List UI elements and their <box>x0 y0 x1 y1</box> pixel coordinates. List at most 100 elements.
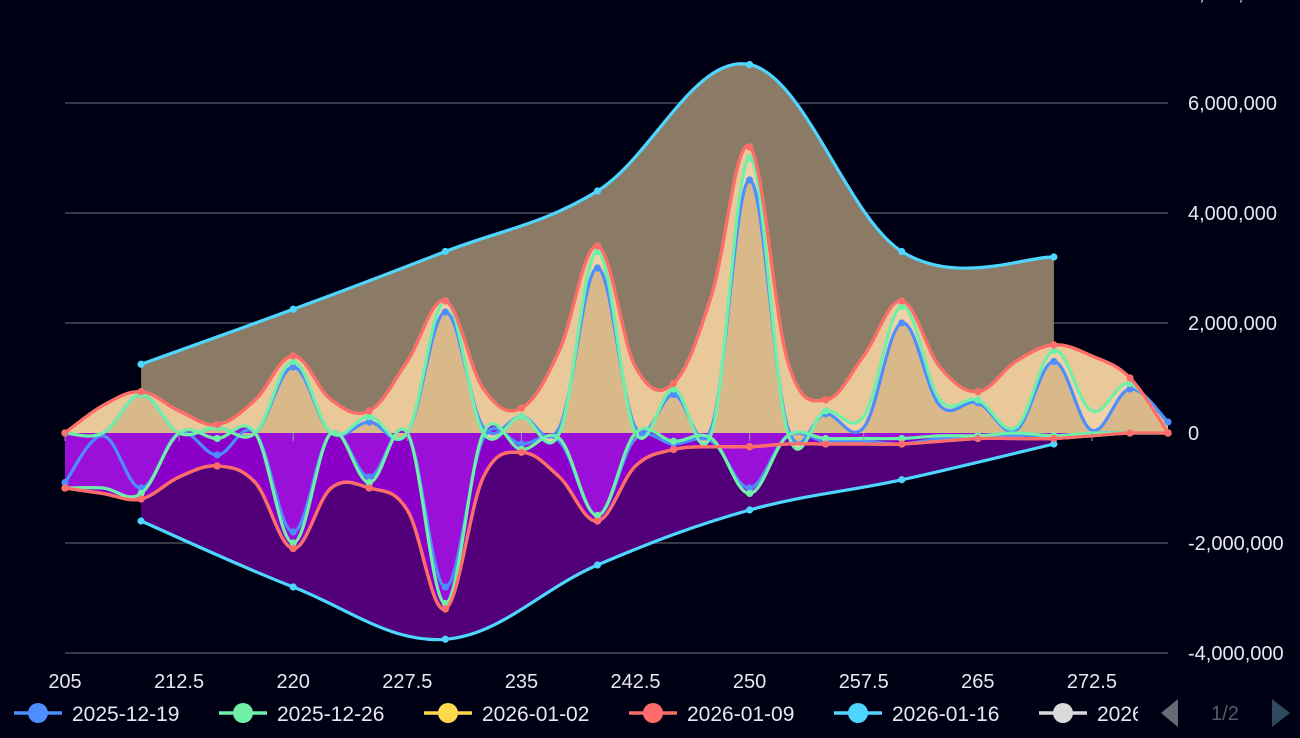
data-point-2026-01-16-positive[interactable] <box>1050 253 1058 261</box>
pager-next-icon[interactable] <box>1272 699 1290 727</box>
data-point-2025-12-26-positive[interactable] <box>1050 346 1058 355</box>
data-point-2026-01-16-positive[interactable] <box>441 247 449 256</box>
data-point-2026-01-16-negative[interactable] <box>441 635 449 643</box>
data-point-2026-01-09-positive[interactable] <box>974 388 982 396</box>
data-point-2026-01-16-negative[interactable] <box>1050 440 1058 448</box>
data-point-2025-12-19-positive[interactable] <box>593 264 602 272</box>
legend-marker-icon <box>848 703 868 723</box>
legend-item-2025-12-19[interactable]: 2025-12-19 <box>14 703 179 726</box>
data-point-2026-01-09-positive[interactable] <box>137 388 145 396</box>
area-2025-12-19-positive <box>65 180 1168 444</box>
data-point-2026-01-09-negative[interactable] <box>441 605 449 613</box>
data-point-2025-12-26-negative[interactable] <box>289 539 297 547</box>
data-point-2025-12-26-positive[interactable] <box>974 396 982 404</box>
data-point-2025-12-19-negative[interactable] <box>746 484 754 492</box>
data-point-2026-01-16-positive[interactable] <box>289 305 297 313</box>
data-point-2026-01-09-negative[interactable] <box>898 440 906 448</box>
data-point-2025-12-19-positive[interactable] <box>1164 418 1172 426</box>
data-point-2026-01-09-positive[interactable] <box>746 143 754 151</box>
data-point-2025-12-26-negative[interactable] <box>898 434 906 443</box>
data-point-2026-01-09-positive[interactable] <box>289 352 297 360</box>
y-axis: -4,000,000 -2,000,000 0 2,000,000 4,000,000 6… <box>1188 0 1284 665</box>
legend-item-2025-12-26[interactable]: 2025-12-26 <box>219 703 384 726</box>
legend-item-2026-01-23[interactable]: 2026-01-23 <box>1039 703 1204 726</box>
data-point-2026-01-09-negative[interactable] <box>669 445 678 454</box>
data-point-2026-01-09-positive[interactable] <box>213 421 221 429</box>
data-point-2025-12-19-positive[interactable] <box>669 390 678 399</box>
data-point-2025-12-26-negative[interactable] <box>746 489 754 498</box>
legend-label: 2026-01-09 <box>687 703 794 726</box>
data-point-2025-12-19-positive[interactable] <box>746 176 754 184</box>
data-point-2025-12-26-positive[interactable] <box>746 154 754 162</box>
data-point-2026-01-16-negative[interactable] <box>289 583 297 591</box>
x-tick-label: 250 <box>733 671 766 693</box>
data-point-2025-12-19-negative[interactable] <box>289 528 297 536</box>
data-point-2026-01-09-negative[interactable] <box>746 443 754 451</box>
data-point-2026-01-09-negative[interactable] <box>61 484 69 492</box>
data-point-2025-12-19-negative[interactable] <box>517 440 526 448</box>
data-point-2025-12-19-positive[interactable] <box>289 363 297 371</box>
pager-prev-icon[interactable] <box>1161 699 1178 727</box>
data-point-2026-01-09-negative[interactable] <box>289 544 297 553</box>
x-tick-label: 242.5 <box>610 671 660 693</box>
data-point-2025-12-26-negative[interactable] <box>669 437 678 445</box>
legend-item-2026-01-16[interactable]: 2026-01-16 <box>834 703 999 726</box>
data-point-2026-01-09-negative[interactable] <box>517 448 526 456</box>
data-point-2025-12-26-positive[interactable] <box>669 385 678 393</box>
data-point-2026-01-09-negative[interactable] <box>365 484 373 492</box>
series-lines <box>61 60 1172 643</box>
legend-item-2026-01-02[interactable]: 2026-01-02 <box>424 703 589 726</box>
x-tick-label: 235 <box>505 671 538 693</box>
legend-pager: 1/2 <box>1161 699 1290 727</box>
data-point-2025-12-19-positive[interactable] <box>1126 385 1134 393</box>
data-point-2026-01-09-positive[interactable] <box>1050 341 1058 349</box>
data-point-2025-12-26-negative[interactable] <box>365 478 373 487</box>
data-point-2026-01-16-negative[interactable] <box>746 506 754 514</box>
data-point-2026-01-09-positive[interactable] <box>365 407 373 415</box>
data-point-2026-01-09-positive[interactable] <box>1164 429 1172 437</box>
data-point-2026-01-09-negative[interactable] <box>1050 434 1058 443</box>
data-point-2025-12-26-positive[interactable] <box>365 412 373 421</box>
data-point-2025-12-26-positive[interactable] <box>898 302 906 311</box>
data-point-2026-01-09-positive[interactable] <box>822 396 830 404</box>
data-point-2025-12-26-negative[interactable] <box>213 434 221 443</box>
data-point-2025-12-19-negative[interactable] <box>365 473 373 481</box>
data-point-2025-12-26-positive[interactable] <box>593 247 602 256</box>
data-point-2025-12-19-positive[interactable] <box>898 319 906 327</box>
data-point-2026-01-09-positive[interactable] <box>898 297 906 305</box>
data-point-2025-12-26-positive[interactable] <box>822 407 830 415</box>
data-point-2025-12-19-positive[interactable] <box>1050 357 1058 366</box>
data-point-2025-12-19-negative[interactable] <box>213 451 221 459</box>
data-point-2025-12-26-positive[interactable] <box>517 412 526 421</box>
data-point-2026-01-09-negative[interactable] <box>1126 429 1134 437</box>
data-point-2025-12-26-positive[interactable] <box>289 357 297 366</box>
legend-label: 2026-01-23 <box>1097 703 1204 726</box>
data-point-2025-12-26-negative[interactable] <box>137 489 145 498</box>
data-point-2026-01-16-positive[interactable] <box>137 360 145 368</box>
data-point-2026-01-09-negative[interactable] <box>213 462 221 470</box>
data-point-2025-12-19-positive[interactable] <box>365 418 373 426</box>
data-point-2026-01-09-positive[interactable] <box>517 404 526 412</box>
legend-marker-icon <box>438 703 458 723</box>
data-point-2026-01-16-positive[interactable] <box>746 60 754 69</box>
data-point-2025-12-19-negative[interactable] <box>61 478 69 487</box>
data-point-2026-01-16-negative[interactable] <box>898 476 906 484</box>
data-point-2026-01-09-positive[interactable] <box>593 242 602 250</box>
x-tick-label: 257.5 <box>839 671 889 693</box>
data-point-2026-01-16-negative[interactable] <box>137 517 145 525</box>
data-point-2025-12-26-negative[interactable] <box>593 511 602 520</box>
legend-item-2026-01-09[interactable]: 2026-01-09 <box>629 703 794 726</box>
data-point-2025-12-19-negative[interactable] <box>441 583 449 591</box>
data-point-2026-01-09-positive[interactable] <box>441 297 449 305</box>
data-point-2026-01-09-negative[interactable] <box>593 517 602 525</box>
data-point-2025-12-19-positive[interactable] <box>441 308 449 316</box>
data-point-2026-01-09-negative[interactable] <box>137 495 145 503</box>
pager-text: 1/2 <box>1211 703 1239 725</box>
data-point-2026-01-09-positive[interactable] <box>669 379 678 388</box>
data-point-2026-01-09-positive[interactable] <box>1126 374 1134 382</box>
data-point-2026-01-16-positive[interactable] <box>898 247 906 256</box>
data-point-2026-01-16-negative[interactable] <box>593 561 602 569</box>
data-point-2026-01-09-negative[interactable] <box>822 440 830 448</box>
data-point-2025-12-26-negative[interactable] <box>822 434 830 443</box>
data-point-2026-01-16-positive[interactable] <box>593 187 602 195</box>
